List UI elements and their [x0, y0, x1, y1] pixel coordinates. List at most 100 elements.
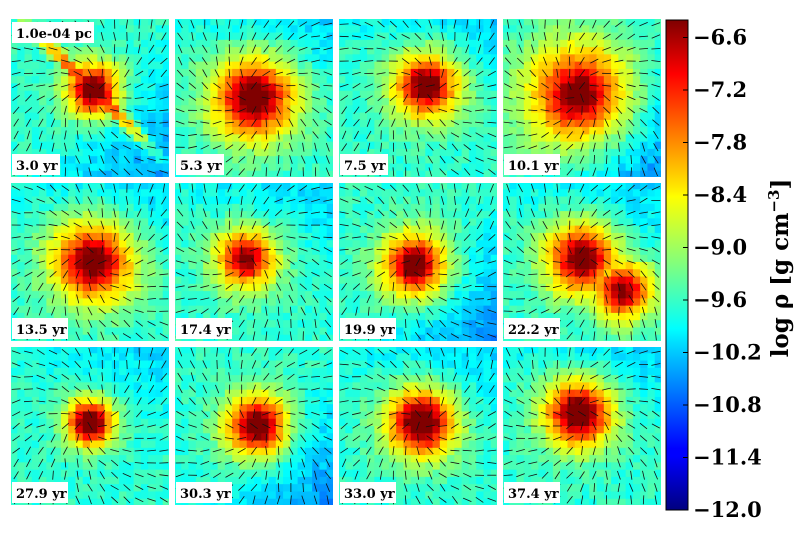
density-cell [46, 291, 55, 299]
density-cell [275, 39, 284, 48]
density-cell [345, 68, 353, 77]
velocity-arrow [274, 33, 283, 40]
density-cell [319, 98, 328, 106]
density-cell [410, 283, 419, 292]
density-cell [468, 61, 477, 70]
density-cell [188, 98, 197, 106]
velocity-arrow [111, 245, 118, 254]
density-cell [10, 254, 18, 263]
density-cell [483, 225, 492, 234]
density-cell [312, 240, 320, 248]
density-cell [338, 61, 346, 70]
density-cell [454, 134, 463, 143]
density-cell [104, 98, 113, 106]
density-cell [374, 76, 383, 84]
density-cell [632, 163, 641, 172]
velocity-arrow [441, 208, 444, 218]
density-cell [60, 68, 69, 77]
density-cell [396, 141, 404, 150]
velocity-arrow [324, 131, 332, 139]
density-cell [297, 196, 306, 205]
density-cell [410, 298, 419, 307]
density-cell [345, 225, 353, 234]
velocity-arrow [177, 32, 184, 41]
density-cell [447, 283, 455, 292]
velocity-arrow [61, 258, 70, 266]
density-cell [203, 119, 211, 128]
density-cell [232, 232, 240, 241]
density-cell [509, 105, 517, 113]
density-cell [268, 163, 277, 172]
density-cell [447, 134, 455, 143]
density-cell [582, 211, 590, 219]
velocity-arrow [488, 45, 496, 53]
density-cell [410, 112, 419, 121]
velocity-arrow [323, 47, 333, 51]
density-cell [24, 262, 33, 270]
density-cell [319, 170, 328, 179]
density-cell [217, 225, 226, 234]
density-cell [24, 218, 33, 227]
density-cell [490, 262, 499, 270]
density-cell [68, 76, 76, 84]
density-cell [425, 127, 433, 135]
density-cell [75, 39, 84, 48]
density-cell [509, 54, 517, 63]
density-cell [275, 76, 284, 84]
density-cell [625, 68, 634, 77]
density-cell [133, 18, 142, 26]
density-cell [509, 240, 517, 248]
density-cell [603, 98, 612, 106]
density-cell [90, 76, 98, 84]
velocity-arrow [125, 208, 128, 218]
density-cell [275, 218, 284, 227]
density-cell [140, 83, 149, 92]
density-cell [625, 127, 634, 135]
velocity-arrow [626, 46, 636, 51]
density-cell [304, 269, 313, 277]
density-cell [367, 232, 375, 241]
velocity-arrow [212, 296, 222, 302]
velocity-arrow [518, 19, 523, 29]
density-cell [545, 305, 554, 314]
density-cell [60, 54, 69, 63]
density-cell [268, 76, 277, 84]
velocity-arrow [463, 221, 471, 229]
density-cell [352, 105, 361, 113]
density-cell [174, 119, 182, 128]
velocity-arrow [341, 282, 348, 291]
snapshot-panel: 22.2 yr [501, 181, 663, 343]
density-cell [17, 18, 25, 26]
density-cell [210, 98, 219, 106]
density-cell [410, 203, 419, 212]
density-cell [640, 232, 648, 241]
density-cell [90, 47, 98, 55]
density-cell [410, 218, 419, 227]
density-cell [461, 39, 470, 48]
density-cell [275, 127, 284, 135]
density-cell [140, 61, 149, 70]
density-cell [632, 68, 641, 77]
velocity-arrow [475, 260, 484, 264]
density-cell [75, 312, 84, 321]
density-cell [381, 291, 390, 299]
density-cell [490, 90, 499, 99]
density-cell [359, 112, 368, 121]
velocity-arrow [61, 185, 70, 192]
density-cell [618, 203, 627, 212]
density-cell [502, 83, 510, 92]
density-cell [552, 54, 561, 63]
velocity-arrow [389, 46, 398, 51]
density-cell [654, 39, 663, 48]
velocity-arrow [24, 59, 33, 63]
density-cell [381, 61, 390, 70]
density-cell [410, 240, 419, 248]
density-cell [388, 225, 397, 234]
density-cell [654, 83, 663, 92]
velocity-arrow [110, 258, 119, 266]
velocity-arrow [578, 32, 586, 41]
density-cell [10, 61, 18, 70]
velocity-arrow [568, 44, 571, 54]
density-cell [454, 61, 463, 70]
density-cell [312, 182, 320, 190]
